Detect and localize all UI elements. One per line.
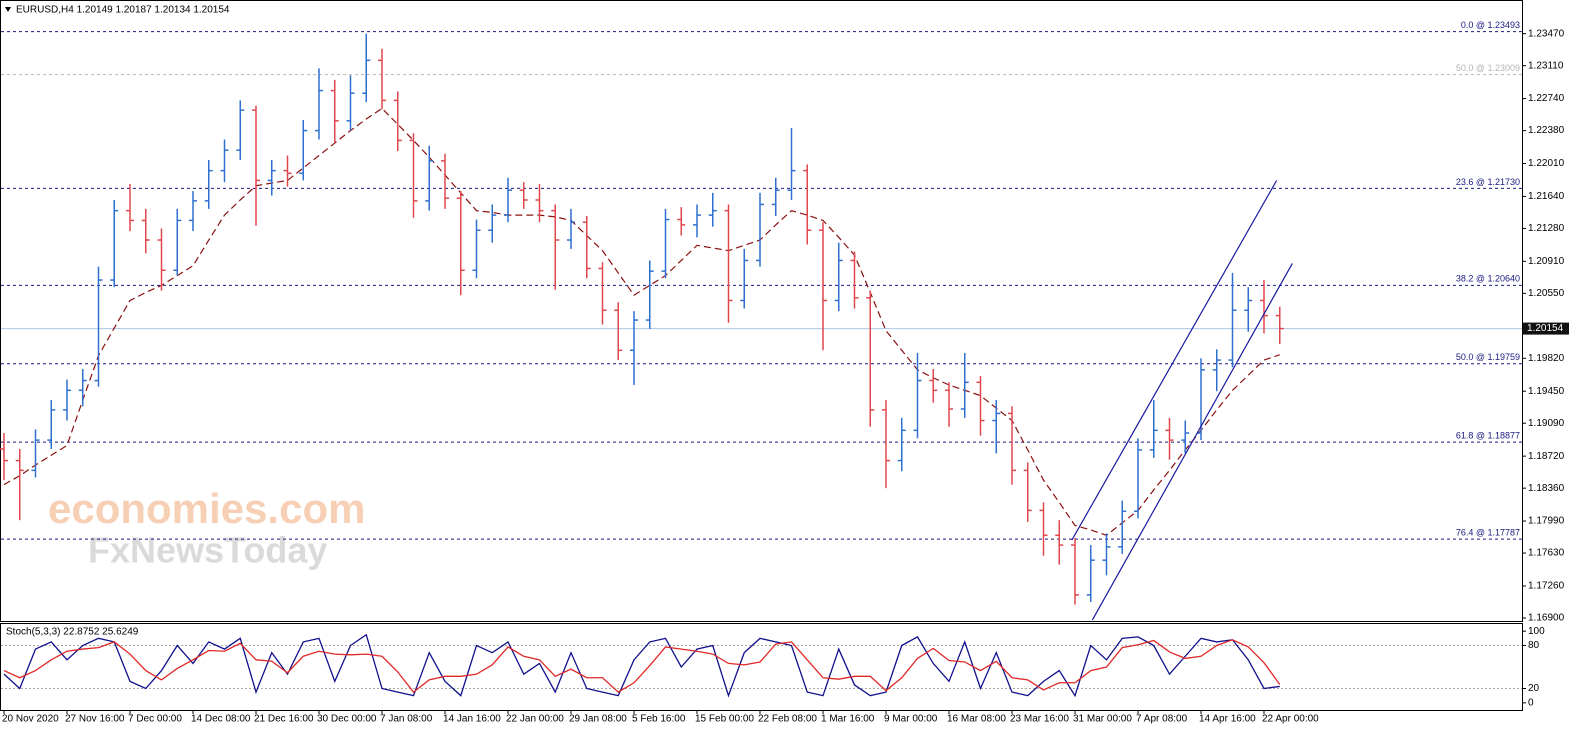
y-tick-label: 100 [1528, 626, 1545, 637]
y-tick-label: 1.23470 [1528, 28, 1565, 39]
x-tick-label: 7 Apr 08:00 [1136, 714, 1188, 725]
fib-level-label: 76.4 @ 1.17787 [1456, 527, 1520, 537]
y-tick-label: 1.20550 [1528, 288, 1565, 299]
x-tick-label: 23 Mar 16:00 [1010, 714, 1069, 725]
symbol-icon [5, 7, 11, 12]
y-tick-label: 1.20910 [1528, 256, 1565, 267]
y-tick-label: 1.22010 [1528, 158, 1565, 169]
x-tick-label: 31 Mar 00:00 [1073, 714, 1132, 725]
chart-title: EURUSD,H4 1.20149 1.20187 1.20134 1.2015… [16, 5, 230, 16]
y-tick-label: 1.19450 [1528, 386, 1565, 397]
x-tick-label: 16 Mar 08:00 [947, 714, 1006, 725]
watermark-sub: FxNewsToday [88, 530, 327, 571]
x-tick-label: 22 Apr 00:00 [1262, 714, 1319, 725]
y-tick-label: 1.19820 [1528, 353, 1565, 364]
x-tick-label: 15 Feb 00:00 [695, 714, 754, 725]
x-tick-label: 29 Jan 08:00 [569, 714, 627, 725]
x-tick-label: 1 Mar 16:00 [821, 714, 875, 725]
x-tick-label: 22 Feb 08:00 [758, 714, 817, 725]
channel-line [1071, 180, 1278, 541]
moving-average [3, 107, 1280, 536]
fib-level-label: 23.6 @ 1.21730 [1456, 177, 1520, 187]
y-tick-label: 1.22380 [1528, 125, 1565, 136]
x-tick-label: 14 Dec 08:00 [191, 714, 251, 725]
current-price-label: 1.20154 [1527, 323, 1564, 334]
y-tick-label: 1.18360 [1528, 483, 1565, 494]
x-tick-label: 21 Dec 16:00 [254, 714, 314, 725]
x-tick-label: 22 Jan 00:00 [506, 714, 564, 725]
y-tick-label: 0 [1528, 697, 1534, 708]
y-tick-label: 1.17260 [1528, 581, 1565, 592]
y-tick-label: 1.17990 [1528, 516, 1565, 527]
y-tick-label: 1.23110 [1528, 60, 1564, 71]
x-tick-label: 27 Nov 16:00 [65, 714, 125, 725]
x-tick-label: 7 Jan 08:00 [380, 714, 433, 725]
fib-level-label: 50.0 @ 1.19759 [1456, 352, 1520, 362]
current-price-box [1523, 322, 1569, 335]
x-tick-label: 14 Apr 16:00 [1199, 714, 1256, 725]
fib-level-label: 50.0 @ 1.23009 [1456, 63, 1520, 73]
y-tick-label: 1.19090 [1528, 418, 1565, 429]
fib-level-label: 0.0 @ 1.23493 [1461, 20, 1520, 30]
y-tick-label: 1.17630 [1528, 548, 1565, 559]
y-tick-label: 1.16900 [1528, 613, 1565, 624]
y-tick-label: 1.22740 [1528, 93, 1565, 104]
stoch-title: Stoch(5,3,3) 22.8752 25.6249 [6, 627, 139, 638]
fib-level-label: 61.8 @ 1.18877 [1456, 431, 1520, 441]
x-tick-label: 20 Nov 2020 [2, 714, 59, 725]
x-tick-label: 5 Feb 16:00 [632, 714, 686, 725]
fib-level-label: 38.2 @ 1.20640 [1456, 274, 1520, 284]
x-tick-label: 30 Dec 00:00 [317, 714, 377, 725]
stoch-line [3, 639, 1281, 693]
y-tick-label: 20 [1528, 683, 1540, 694]
y-tick-label: 80 [1528, 640, 1540, 651]
x-tick-label: 9 Mar 00:00 [884, 714, 938, 725]
y-tick-label: 1.21280 [1528, 223, 1565, 234]
channel-line [1091, 263, 1293, 621]
y-tick-label: 1.18720 [1528, 451, 1565, 462]
price-panel [0, 0, 1523, 622]
x-tick-label: 14 Jan 16:00 [443, 714, 501, 725]
x-tick-label: 7 Dec 00:00 [128, 714, 182, 725]
y-tick-label: 1.21640 [1528, 191, 1565, 202]
stoch-panel [0, 623, 1523, 711]
watermark-brand: economies.com [48, 485, 365, 532]
